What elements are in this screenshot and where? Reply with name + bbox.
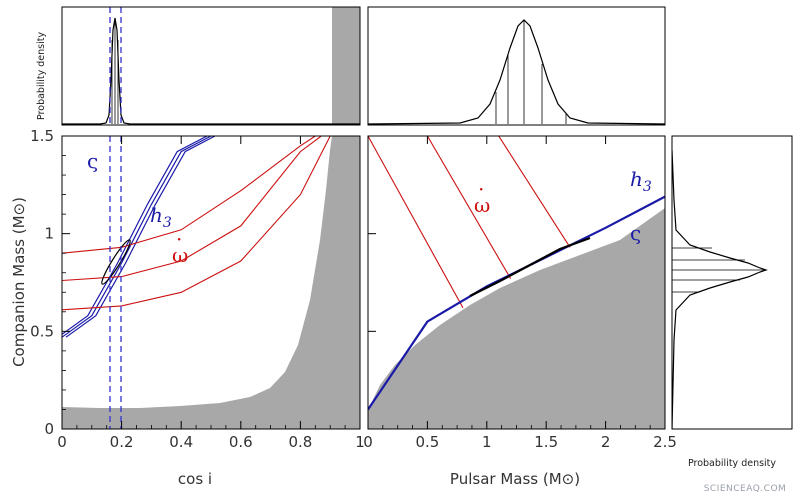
omegadot-curve-right-2 (498, 136, 571, 248)
y-tick-label: 0.5 (30, 322, 54, 340)
top-right-pdf-panel (367, 6, 666, 126)
omegadot-label-right: ω (474, 193, 490, 217)
left-xlabel: cos i (178, 470, 212, 488)
omegadot-curve-right-0 (368, 136, 464, 309)
omegadot-curve-left-3 (62, 136, 316, 254)
left-axis-ticks: 0 0.2 0.4 0.6 0.8 1 0 0.5 1 1.5 (30, 127, 365, 451)
excluded-region-left (62, 136, 360, 429)
watermark: SCIENCEAQ.COM (704, 484, 787, 494)
companion-mass-pdf-curve (672, 160, 790, 410)
omegadot-label-left: ω (172, 243, 188, 267)
y-tick-label: 1 (44, 225, 54, 243)
left-ylabel: Companion Mass (M⊙) (10, 197, 28, 367)
x-tick-label: 0 (363, 433, 373, 451)
x-tick-label: 2.5 (653, 433, 677, 451)
h3-curve-left-1 (62, 136, 212, 338)
x-tick-label: 0.4 (169, 433, 193, 451)
confidence-ellipse (101, 239, 131, 285)
x-tick-label: 0.5 (415, 433, 439, 451)
main-left-panel: 0 0.2 0.4 0.6 0.8 1 0 0.5 1 1.5 ς h3 ω · cos i Co… (10, 127, 365, 488)
y-tick-label: 0 (44, 420, 54, 438)
excluded-region-top-left (332, 7, 360, 125)
omegadot-curve-left-1 (62, 136, 337, 311)
right-axis-ticks: 0 0.5 1 1.5 2 2.5 (363, 135, 677, 451)
top-left-ylabel: Probability density (36, 32, 47, 120)
x-tick-label: 2 (601, 433, 611, 451)
x-tick-label: 0 (57, 433, 67, 451)
companion-mass-pdf (672, 149, 768, 429)
varsigma-label-right: ς (630, 221, 641, 245)
x-tick-label: 0.8 (288, 433, 312, 451)
x-tick-label: 1 (482, 433, 492, 451)
h3-curve-left-2 (65, 136, 216, 338)
cos-i-pdf-curve (62, 17, 360, 125)
x-tick-label: 1 (355, 433, 365, 451)
left-series-group (62, 136, 337, 338)
x-tick-label: 0.6 (229, 433, 253, 451)
right-xlabel: Pulsar Mass (M⊙) (450, 470, 580, 488)
omegadot-curve-right-1 (426, 136, 512, 279)
h3-curve-left-0 (62, 136, 208, 336)
pulsar-mass-pdf-curve (368, 19, 665, 125)
x-tick-label: 0.2 (110, 433, 134, 451)
x-tick-label: 1.5 (534, 433, 558, 451)
right-pdf-xlabel: Probability density (688, 458, 776, 469)
omegadot-dot-right: · (478, 177, 484, 201)
combined-constraint-black (469, 236, 591, 297)
main-right-panel: 0 0.5 1 1.5 2 2.5 h3 ς ω · Pulsar Mass (M⊙) (363, 135, 677, 488)
varsigma-label-left: ς (87, 149, 98, 173)
right-pdf-panel: Probability density (671, 135, 793, 469)
h3-label-right: h3 (630, 167, 652, 195)
h3-label-left: h3 (150, 203, 172, 231)
top-left-pdf-panel: Probability density (36, 6, 361, 126)
y-tick-label: 1.5 (30, 127, 54, 145)
omegadot-dot-left: · (176, 227, 182, 251)
excluded-region-right (368, 208, 665, 429)
omegadot-curve-left-2 (62, 136, 322, 282)
